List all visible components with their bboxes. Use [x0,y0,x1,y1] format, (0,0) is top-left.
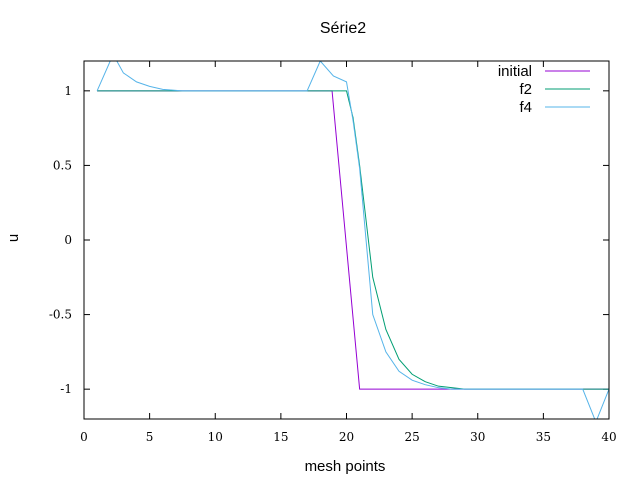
x-axis-label: mesh points [305,458,386,475]
x-tick-label: 15 [273,430,288,444]
x-tick-label: 20 [339,430,354,444]
legend-label-f4: f4 [519,99,532,116]
y-tick-label: 0 [64,233,72,247]
legend-label-f2: f2 [519,81,532,98]
series-line-f4 [96,61,609,419]
legend-label-initial: initial [498,63,532,80]
x-tick-label: 0 [80,430,88,444]
x-tick-label: 40 [601,430,616,444]
x-tick-label: 35 [536,430,551,444]
y-tick-label: -0.5 [49,308,72,322]
x-tick-label: 5 [146,430,154,444]
y-axis-label: u [5,234,22,242]
y-tick-label: 0.5 [53,158,72,172]
x-tick-label: 10 [208,430,223,444]
x-tick-label: 30 [470,430,485,444]
plot-border [83,60,610,420]
series-line-initial [97,90,609,390]
chart-title: Série2 [320,20,366,37]
x-tick-label: 25 [404,430,419,444]
y-tick-label: -1 [60,382,72,396]
y-tick-label: 1 [64,84,72,98]
series-line-f2 [97,90,609,390]
